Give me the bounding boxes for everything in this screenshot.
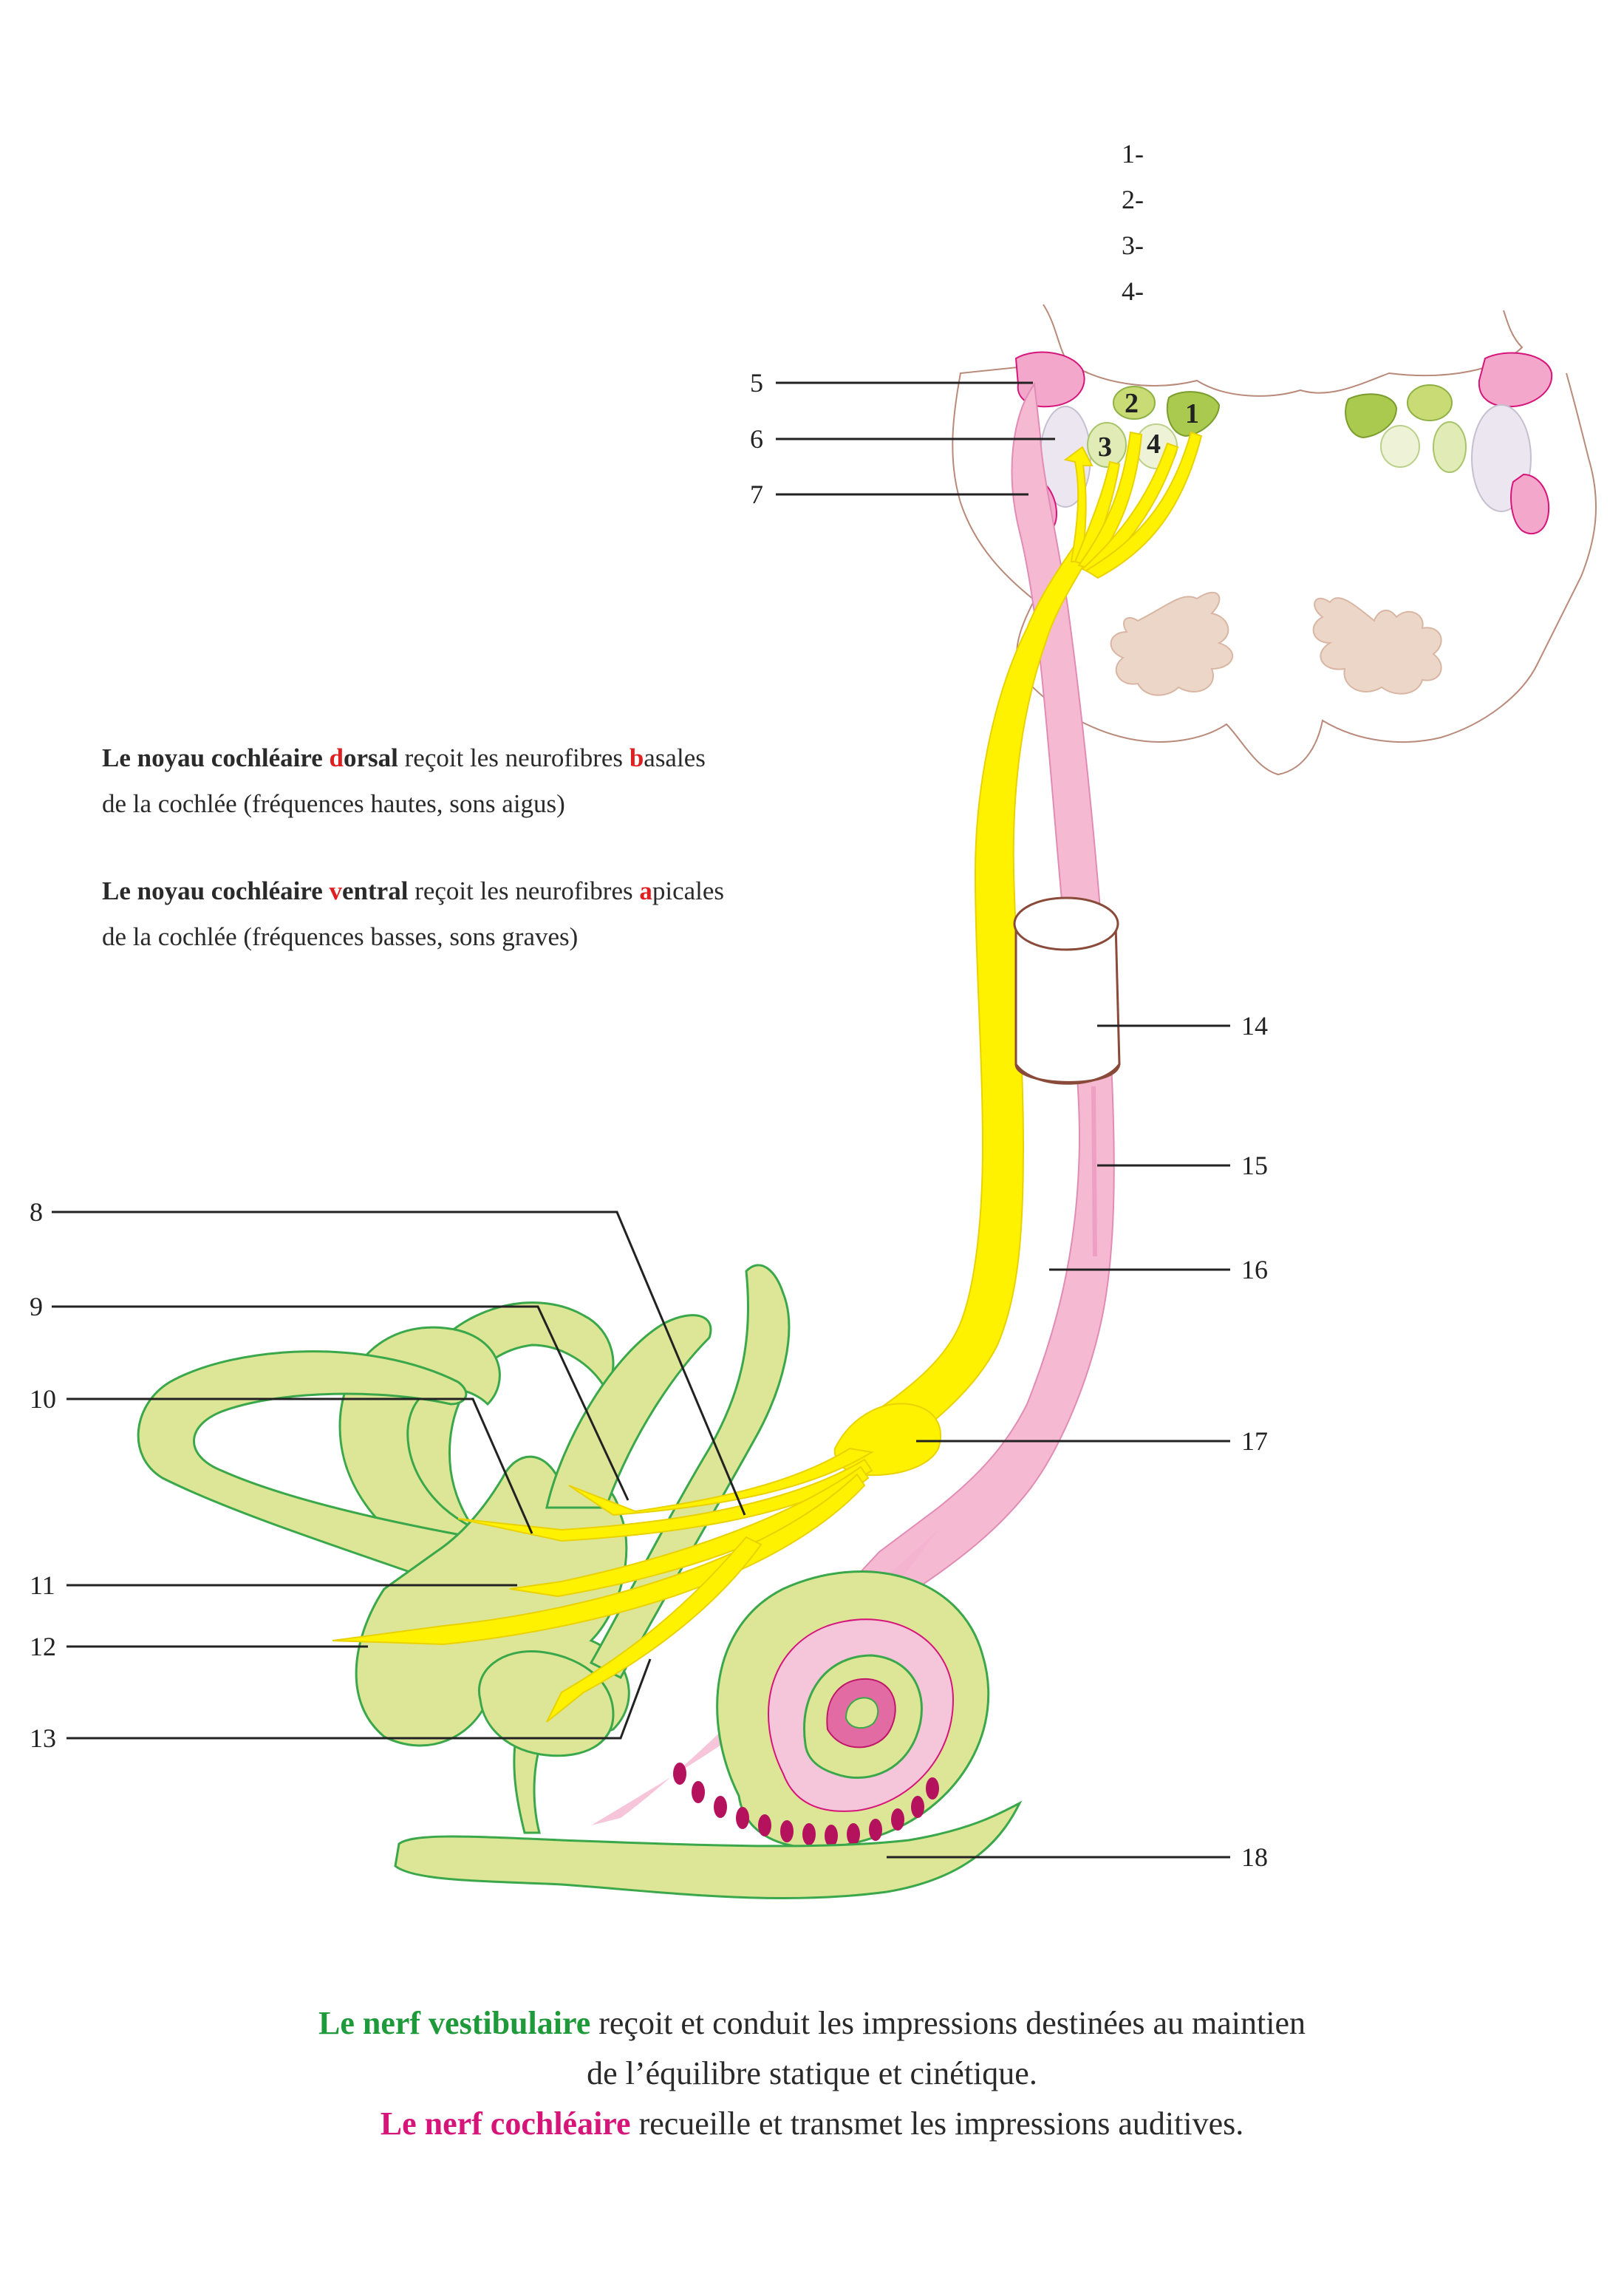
callout-12: 12 [30,1632,56,1661]
nucleus-number-1: 1 [1185,398,1199,429]
ventral-initial-a: a [639,876,652,905]
nucleus-number-4: 4 [1147,429,1161,460]
dorsal-line-1: Le noyau cochléaire dorsal reçoit les ne… [102,735,706,781]
ventral-initial-v: v [329,876,343,905]
cochlear-nerve-desc: recueille et transmet les impressions au… [630,2105,1244,2142]
dorsal-initial-d: d [329,743,344,772]
ventral-middle: reçoit les neurofibres [408,876,640,905]
legend-item-2: 2- [1122,185,1144,214]
callout-5: 5 [750,368,763,398]
ventral-end: picales [652,876,725,905]
dorsal-initial-b: b [629,743,644,772]
footer-vestibular: Le nerf vestibulaire reçoit et conduit l… [0,1998,1624,2099]
callout-14: 14 [1241,1011,1268,1041]
callout-16: 16 [1241,1255,1268,1284]
callout-18: 18 [1241,1842,1268,1872]
cochlea [591,1530,990,1849]
dorsal-word: orsal [343,743,398,772]
legend-item-1: 1- [1122,139,1144,168]
ventral-line-1: Le noyau cochléaire ventral reçoit les n… [102,868,724,914]
dorsal-description: Le noyau cochléaire dorsal reçoit les ne… [102,735,706,827]
callout-numbers: 5 6 7 8 9 10 11 12 13 14 15 16 17 18 [30,368,1268,1872]
footer-vestibular-line-2: de l’équilibre statique et cinétique. [587,2055,1037,2091]
vestibular-nerve-desc: reçoit et conduit les impressions destin… [590,2005,1306,2041]
callout-6: 6 [750,424,763,454]
cochlear-nerve [332,431,1203,1723]
callout-13: 13 [30,1723,56,1753]
nucleus-number-3: 3 [1098,432,1112,463]
ventral-description: Le noyau cochléaire ventral reçoit les n… [102,868,724,960]
dorsal-end: asales [644,743,706,772]
legend-list: 1- 2- 3- 4- [1122,139,1144,306]
callout-15: 15 [1241,1151,1268,1180]
vestibular-nerve-name: Le nerf vestibulaire [318,2005,591,2041]
ventral-lead: Le noyau cochléaire [102,876,330,905]
dorsal-line-2: de la cochlée (fréquences hautes, sons a… [102,789,565,818]
callout-17: 17 [1241,1426,1268,1456]
ventral-word: entral [342,876,409,905]
footer-cochlear: Le nerf cochléaire recueille et transmet… [0,2099,1624,2149]
legend-item-3: 3- [1122,231,1144,260]
ventral-line-2: de la cochlée (fréquences basses, sons g… [102,922,579,951]
dorsal-middle: reçoit les neurofibres [398,743,630,772]
cochlear-nerve-name: Le nerf cochléaire [380,2105,631,2142]
callout-7: 7 [750,480,763,509]
callout-9: 9 [30,1292,43,1321]
callout-8: 8 [30,1197,43,1227]
nucleus-number-2: 2 [1125,388,1139,419]
callout-11: 11 [30,1570,55,1600]
dorsal-lead: Le noyau cochléaire [102,743,330,772]
callout-10: 10 [30,1384,56,1414]
leader-lines [52,381,1230,1859]
footer-vestibular-line-1: Le nerf vestibulaire reçoit et conduit l… [0,1998,1624,2049]
legend-item-4: 4- [1122,276,1144,306]
spiral-ganglion-dots [673,1763,939,1847]
cylinder-14 [1013,896,1121,1085]
